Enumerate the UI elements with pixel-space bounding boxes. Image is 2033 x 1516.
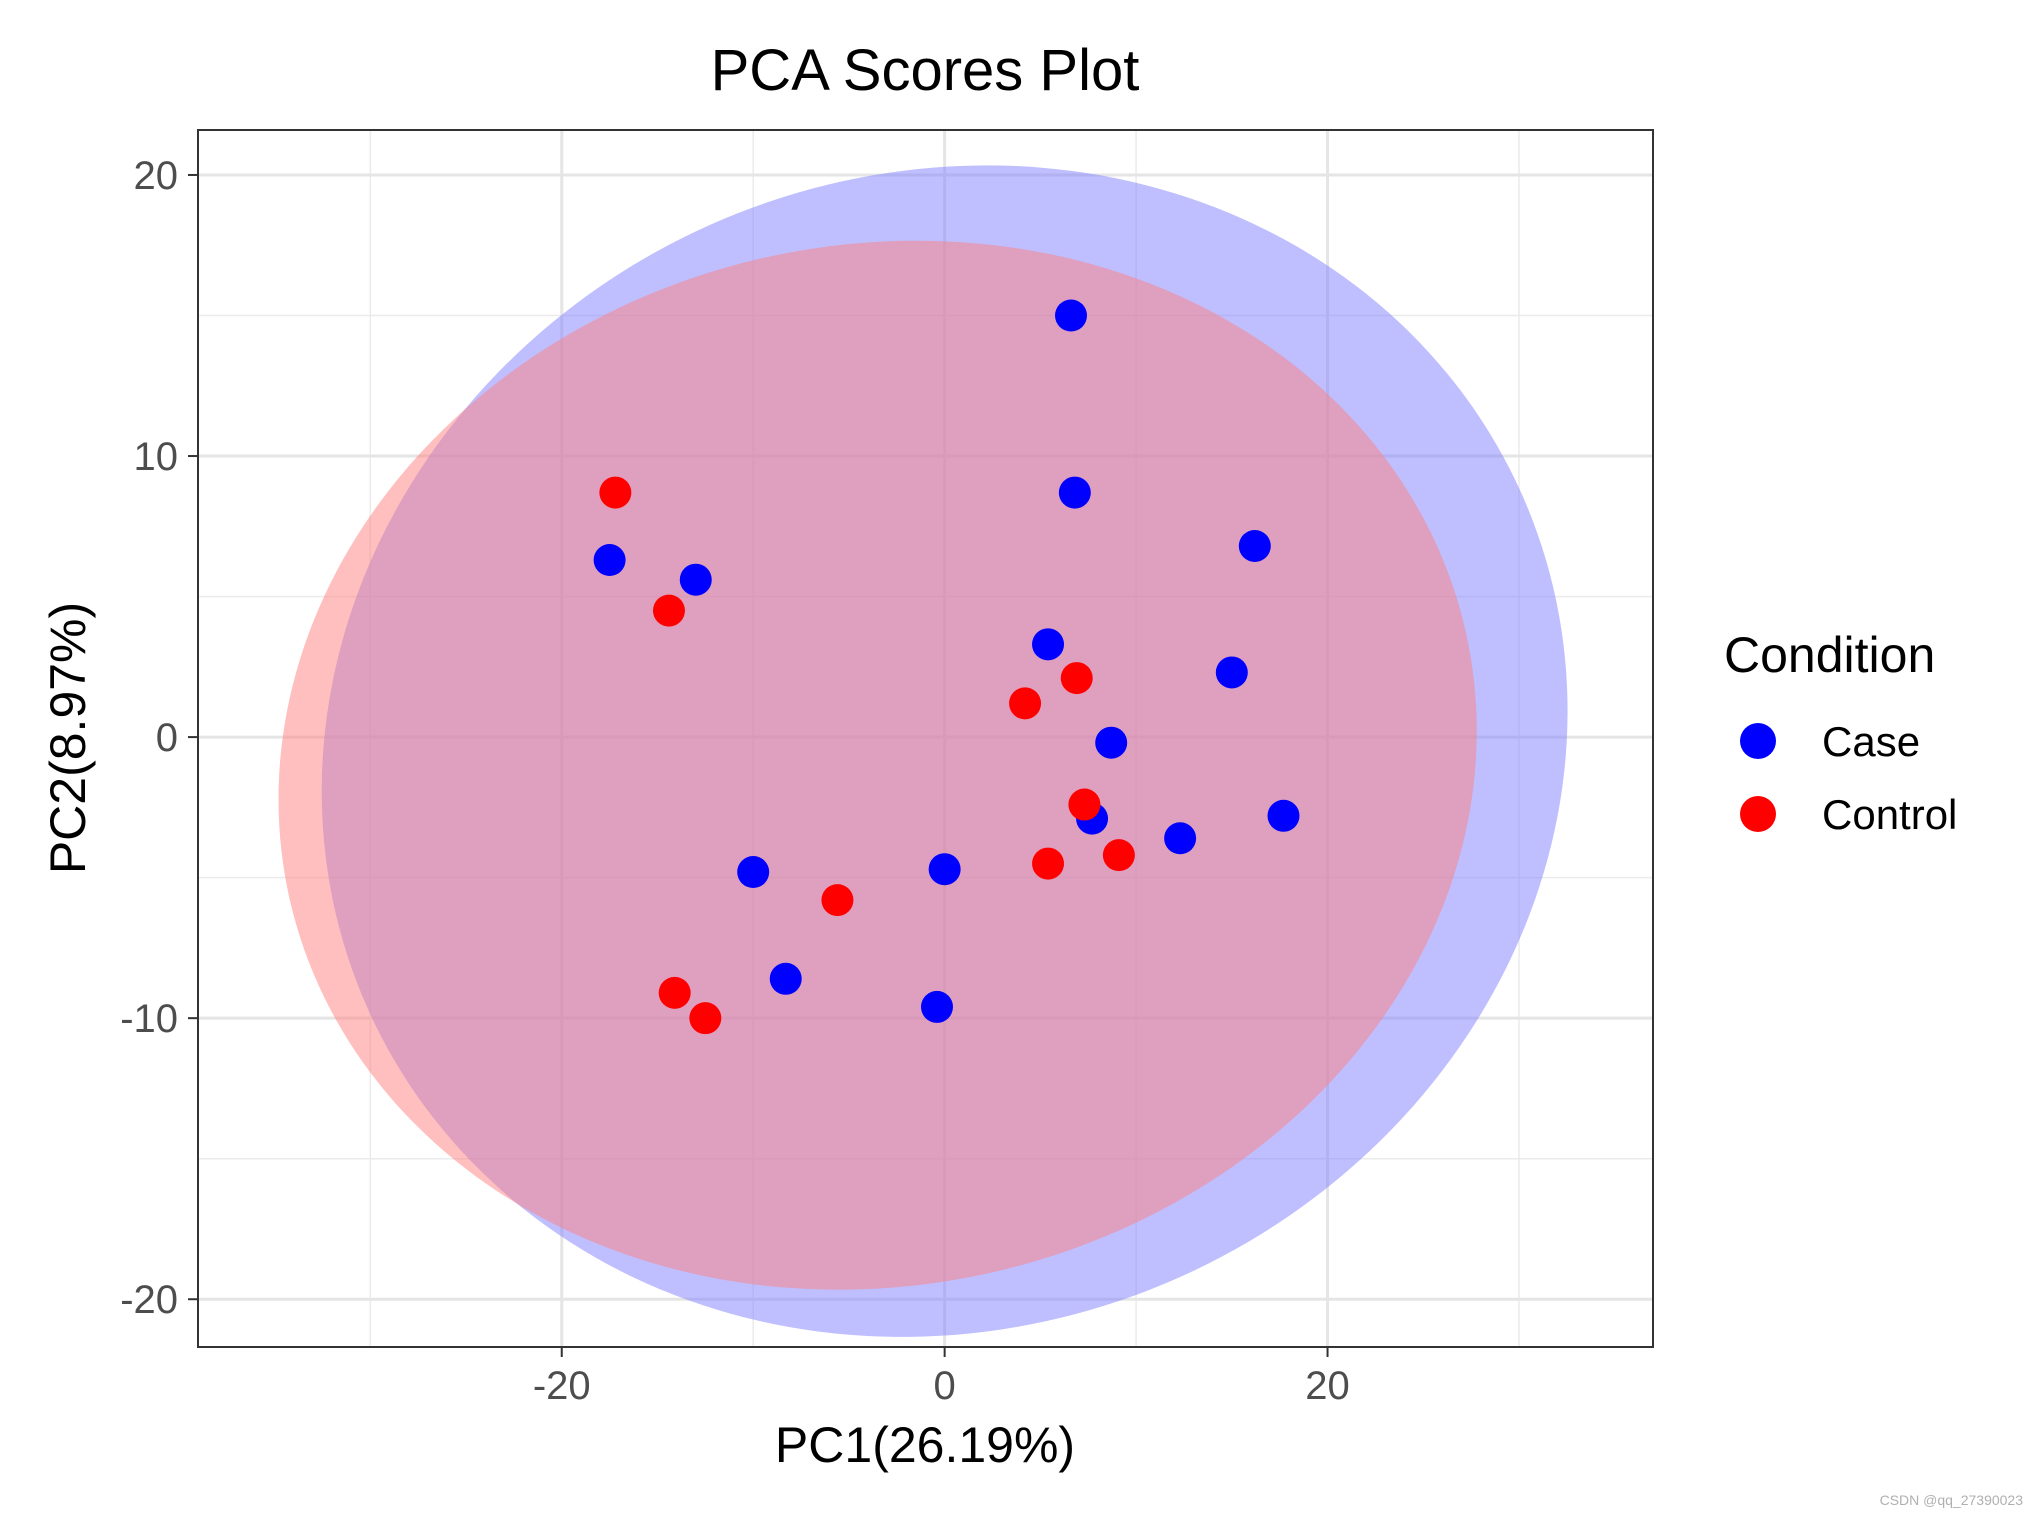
x-tick-label: -20 [533,1364,591,1408]
y-axis-ticks: -20 -10 0 10 20 [120,154,198,1322]
point-control [689,1002,722,1035]
point-case [1055,299,1087,332]
x-tick-label: 0 [934,1364,956,1408]
y-tick-label: -10 [120,997,178,1041]
point-control [658,976,691,1009]
legend-key-control [1740,796,1776,832]
y-axis-title: PC2(8.97%) [40,602,96,874]
x-tick-label: 20 [1305,1364,1350,1408]
x-axis-ticks: -20 0 20 [533,1347,1350,1408]
point-case [920,990,953,1023]
ellipse-control [278,240,1477,1290]
legend-title: Condition [1724,627,1935,683]
plot-panel-border [197,129,1654,1348]
point-control [1009,687,1042,720]
confidence-ellipses [278,165,1568,1337]
point-control [652,594,685,627]
y-tick-label: 20 [134,154,179,198]
point-case [769,962,802,995]
point-case [679,563,712,596]
point-case [593,544,626,577]
watermark: CSDN @qq_27390023 [1879,1492,2023,1508]
point-case [1164,822,1197,855]
y-tick-label: -20 [120,1278,178,1322]
point-control [1060,662,1093,695]
point-case [1095,726,1128,759]
point-case [928,853,961,886]
point-case [1238,529,1271,562]
point-case [1215,656,1248,689]
point-control [821,884,854,917]
data-points [593,299,1300,1035]
point-case [1032,628,1065,661]
legend-label-case: Case [1822,718,1920,765]
point-case [737,856,770,889]
legend-label-control: Control [1822,791,1957,838]
y-tick-label: 0 [156,716,178,760]
point-control [1032,847,1065,880]
point-control [1068,788,1101,821]
chart-title: PCA Scores Plot [711,38,1140,103]
point-control [1102,839,1135,872]
point-case [1267,799,1300,832]
legend-items: Case Control [1740,718,1957,838]
x-axis-title: PC1(26.19%) [775,1417,1075,1473]
legend: Condition Case Control [1724,627,1957,838]
point-case [1058,476,1091,509]
legend-key-case [1740,723,1776,759]
y-tick-label: 10 [134,435,179,479]
point-control [599,476,632,509]
